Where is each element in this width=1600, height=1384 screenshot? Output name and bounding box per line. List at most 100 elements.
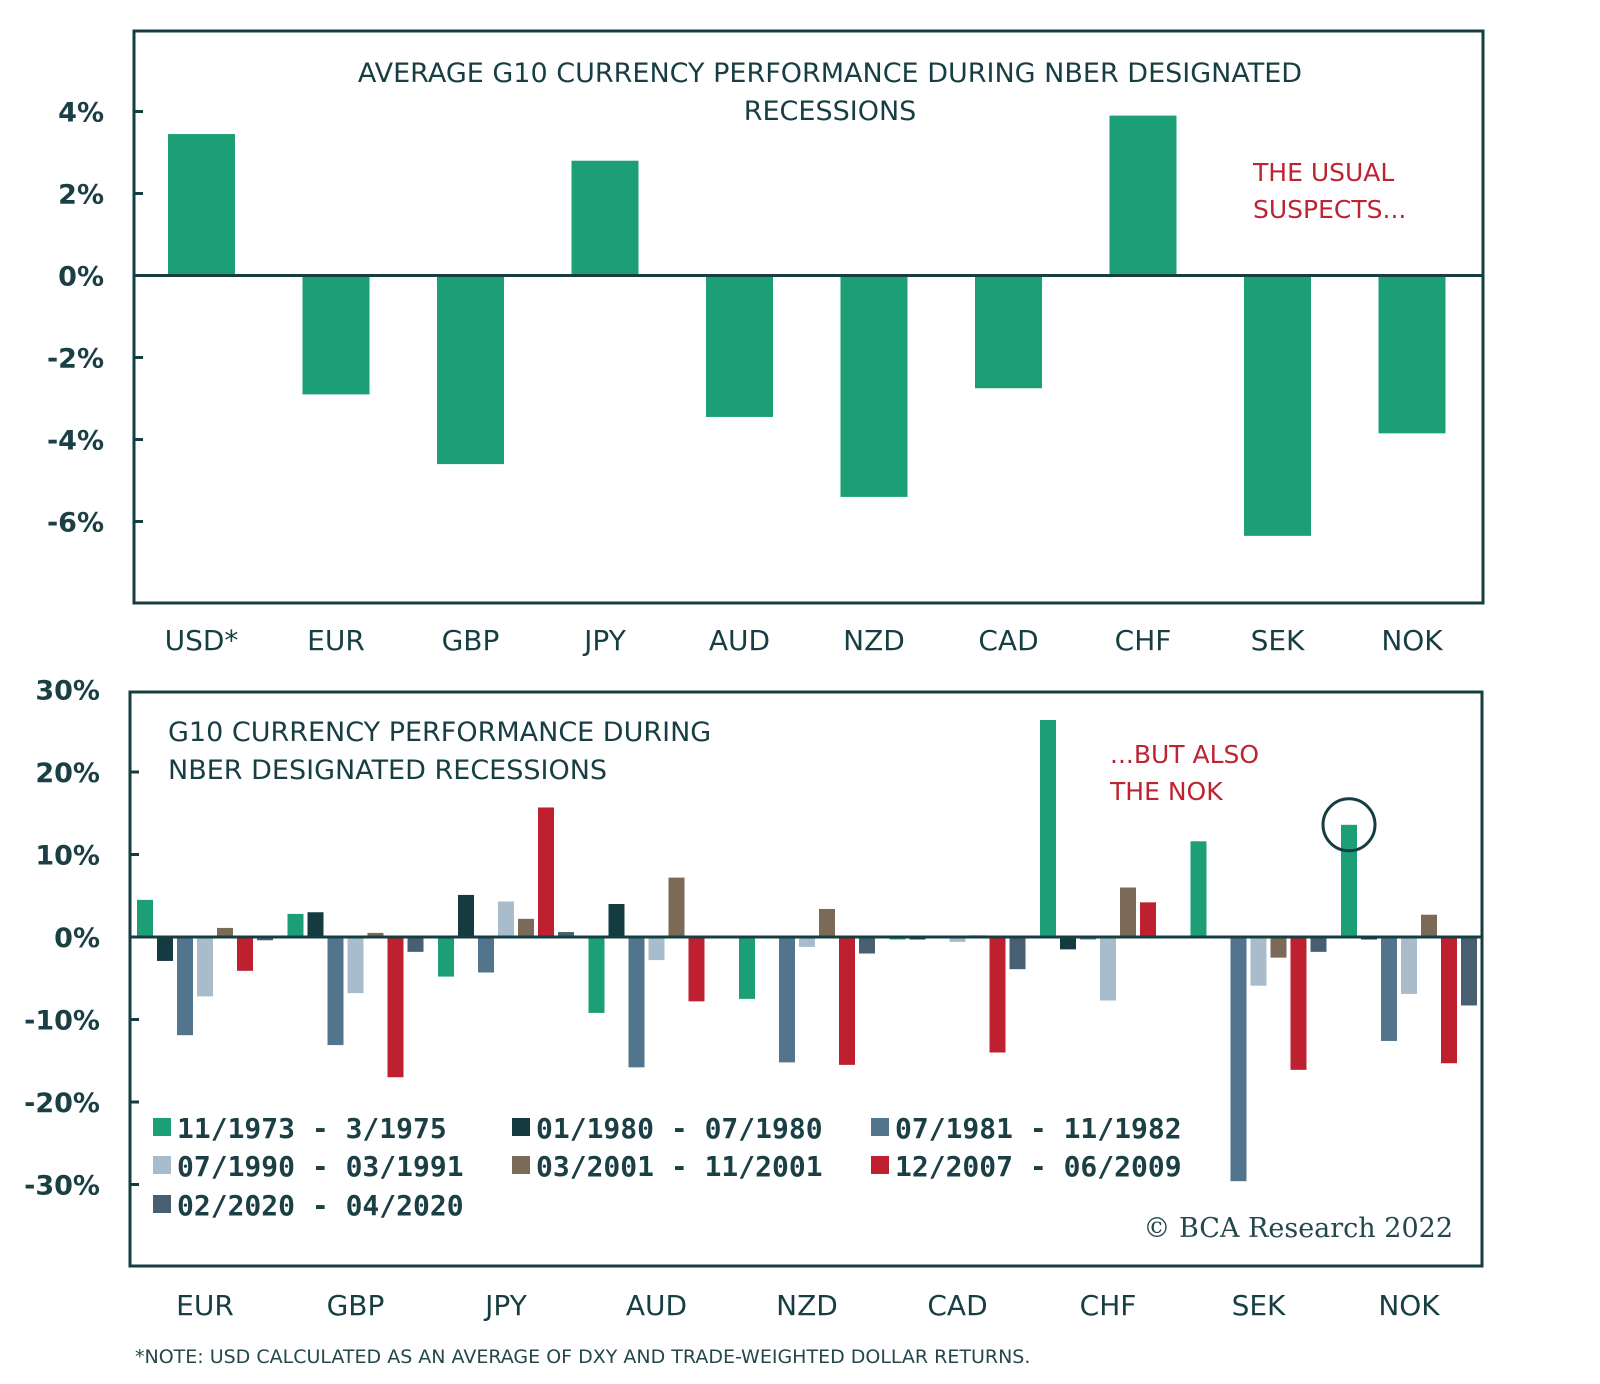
- x-label-sek: SEK: [1251, 624, 1305, 657]
- x-label-cad: CAD: [978, 624, 1038, 657]
- legend-label: 07/1981 - 11/1982: [895, 1112, 1182, 1145]
- x-label-gbp: GBP: [327, 1289, 385, 1322]
- x-label-aud: AUD: [709, 624, 770, 657]
- bar-jpy-01-1980-07-1980: [458, 894, 474, 937]
- top-chart-annotation-line-2: SUSPECTS...: [1253, 195, 1406, 224]
- bottom-y-tick-label: 30%: [35, 676, 100, 707]
- legend-label: 02/2020 - 04/2020: [177, 1189, 464, 1222]
- bottom-chart-x-axis: EUR GBP JPY AUD NZD CAD CHF SEK NOK: [176, 1289, 1440, 1322]
- legend-label: 11/1973 - 3/1975: [177, 1112, 447, 1145]
- bar-jpy-02-2020-04-2020: [558, 932, 574, 937]
- x-label-nok: NOK: [1381, 624, 1443, 657]
- bar-nzd: [840, 275, 908, 497]
- bar-eur-11-1973-3-1975: [137, 899, 153, 937]
- bottom-y-tick-label: -20%: [24, 1088, 100, 1119]
- legend-swatch: [871, 1118, 889, 1136]
- bar-aud-12-2007-06-2009: [688, 937, 705, 1002]
- legend-swatch: [153, 1156, 171, 1174]
- bottom-chart-y-axis: 30% 20% 10% 0% -10% -20% -30%: [24, 676, 139, 1202]
- x-label-sek: SEK: [1232, 1289, 1286, 1322]
- bottom-chart-annotation-line-1: ...BUT ALSO: [1110, 740, 1259, 769]
- bar-eur-02-2020-04-2020: [257, 937, 273, 941]
- bottom-chart-bars: [130, 720, 1482, 1182]
- bar-jpy-07-1981-11-1982: [478, 937, 494, 973]
- bar-aud-07-1981-11-1982: [628, 937, 645, 1068]
- bar-nzd-07-1990-03-1991: [799, 937, 815, 947]
- top-chart-x-axis: USD* EUR GBP JPY AUD NZD CAD CHF SEK NOK: [165, 624, 1444, 657]
- x-label-eur: EUR: [307, 624, 365, 657]
- bar-chf-12-2007-06-2009: [1140, 902, 1156, 937]
- x-label-nzd: NZD: [776, 1289, 838, 1322]
- bottom-chart: G10 CURRENCY PERFORMANCE DURING NBER DES…: [24, 676, 1484, 1322]
- legend-swatch: [512, 1156, 530, 1174]
- bar-chf-03-2001-11-2001: [1120, 887, 1136, 937]
- bottom-chart-legend: 11/1973 - 3/1975 01/1980 - 07/1980 07/1981…: [153, 1112, 1182, 1222]
- bar-sek-12-2007-06-2009: [1290, 937, 1307, 1070]
- top-chart-title-line-1: AVERAGE G10 CURRENCY PERFORMANCE DURING …: [358, 58, 1302, 89]
- bar-gbp-03-2001-11-2001: [367, 932, 384, 937]
- bar-cad: [975, 275, 1042, 389]
- x-label-jpy: JPY: [483, 1289, 528, 1322]
- footnote: *NOTE: USD CALCULATED AS AN AVERAGE OF D…: [135, 1346, 1030, 1368]
- bar-gbp-12-2007-06-2009: [387, 937, 404, 1078]
- bottom-y-tick-label: -10%: [24, 1006, 100, 1037]
- bar-nok-02-2020-04-2020: [1461, 937, 1477, 1006]
- legend-swatch: [153, 1195, 171, 1213]
- bar-gbp-01-1980-07-1980: [307, 912, 324, 937]
- bottom-chart-title-line-1: G10 CURRENCY PERFORMANCE DURING: [168, 717, 711, 748]
- top-chart-title-line-2: RECESSIONS: [744, 96, 917, 127]
- x-label-eur: EUR: [176, 1289, 234, 1322]
- top-chart-frame: [132, 29, 1485, 605]
- legend-item: 07/1990 - 03/1991: [153, 1150, 464, 1183]
- highlight-circle: [1321, 797, 1377, 853]
- bar-usd: [168, 134, 235, 276]
- x-label-usd: USD*: [165, 624, 239, 657]
- bar-eur-03-2001-11-2001: [217, 927, 233, 937]
- legend-item: 12/2007 - 06/2009: [871, 1150, 1182, 1183]
- bar-eur-12-2007-06-2009: [237, 937, 253, 971]
- bar-eur-07-1981-11-1982: [177, 937, 193, 1036]
- x-label-gbp: GBP: [442, 624, 500, 657]
- legend-item: 03/2001 - 11/2001: [512, 1150, 823, 1183]
- bottom-chart-title-line-2: NBER DESIGNATED RECESSIONS: [168, 755, 607, 786]
- bar-sek-03-2001-11-2001: [1270, 937, 1287, 958]
- bar-nzd-02-2020-04-2020: [859, 937, 875, 954]
- bottom-chart-annotation-line-2: THE NOK: [1109, 777, 1223, 806]
- bar-sek: [1244, 275, 1311, 536]
- bar-jpy-03-2001-11-2001: [518, 918, 534, 937]
- bottom-y-tick-label: 0%: [54, 923, 100, 954]
- bar-gbp: [437, 275, 504, 465]
- top-chart: AVERAGE G10 CURRENCY PERFORMANCE DURING …: [47, 29, 1485, 657]
- bottom-y-tick-label: 20%: [35, 758, 100, 789]
- bar-cad-02-2020-04-2020: [1009, 937, 1026, 970]
- bar-nzd-11-1973-3-1975: [739, 937, 755, 999]
- bar-jpy-07-1990-03-1991: [498, 901, 514, 937]
- x-label-aud: AUD: [626, 1289, 687, 1322]
- legend-item: 07/1981 - 11/1982: [871, 1112, 1182, 1145]
- legend-label: 03/2001 - 11/2001: [536, 1150, 823, 1183]
- bar-nok-07-1990-03-1991: [1401, 937, 1417, 994]
- bar-gbp-02-2020-04-2020: [407, 937, 424, 952]
- copyright-text: © BCA Research 2022: [1143, 1213, 1453, 1244]
- legend-label: 12/2007 - 06/2009: [895, 1150, 1182, 1183]
- x-label-chf: CHF: [1080, 1289, 1137, 1322]
- legend-swatch: [512, 1118, 530, 1136]
- bar-jpy-12-2007-06-2009: [538, 807, 554, 937]
- bar-aud: [706, 275, 773, 417]
- bar-chf-11-1973-3-1975: [1040, 720, 1056, 937]
- bar-nzd-03-2001-11-2001: [819, 908, 835, 937]
- bar-nok-11-1973-3-1975: [1341, 824, 1357, 937]
- bottom-y-tick-label: -30%: [24, 1171, 100, 1202]
- bar-nzd-12-2007-06-2009: [839, 937, 855, 1065]
- top-chart-annotation-line-1: THE USUAL: [1252, 158, 1394, 187]
- legend-swatch: [871, 1156, 889, 1174]
- top-y-tick-label: 0%: [58, 262, 104, 293]
- legend-label: 07/1990 - 03/1991: [177, 1150, 464, 1183]
- bar-nzd-07-1981-11-1982: [779, 937, 795, 1063]
- top-y-tick-label: -6%: [47, 508, 104, 539]
- bar-sek-11-1973-3-1975: [1190, 841, 1207, 937]
- bar-gbp-07-1990-03-1991: [347, 937, 364, 994]
- x-label-jpy: JPY: [582, 624, 627, 657]
- bar-eur-01-1980-07-1980: [157, 937, 173, 961]
